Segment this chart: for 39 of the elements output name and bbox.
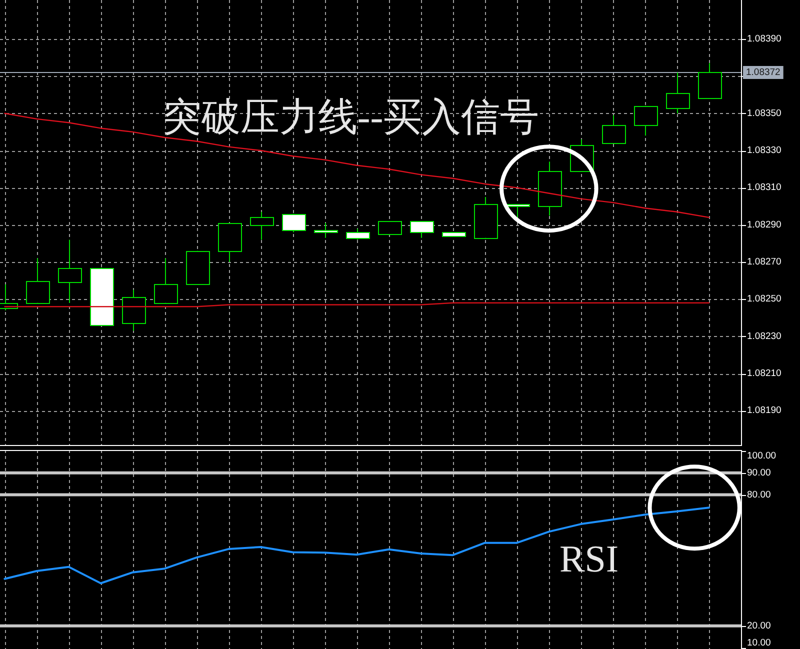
candlestick [506,204,530,218]
y-tick-label: 1.08190 [747,405,782,416]
y-tick-label: 20.00 [747,620,771,632]
candlestick [154,258,178,304]
y-tick-label: 1.08210 [747,368,782,380]
y-tick-label: 1.08230 [747,330,782,342]
y-tick-label: 1.08290 [747,219,782,230]
y-tick-label: 1.08330 [747,145,782,156]
candlestick [538,161,562,216]
y-tick-label: 90.00 [747,467,771,478]
ref-line-label: 1.08372 [746,66,780,78]
annotation: RSI [559,538,619,580]
y-tick-label: 1.08250 [747,294,782,305]
y-tick-label: 80.00 [747,489,771,500]
y-tick-label: 1.08390 [747,34,782,45]
y-tick-label: 1.08310 [747,182,782,194]
candlestick [666,72,690,114]
candlestick [90,267,114,326]
candlestick [634,105,658,136]
candlestick [122,289,146,332]
candlestick [314,222,338,238]
y-tick-label: 1.08270 [747,256,782,268]
candlestick [26,258,50,304]
candlestick [442,232,466,237]
candlestick [58,239,82,304]
y-tick-label: 1.08350 [747,108,782,119]
y-tick-label: 100.00 [747,450,776,462]
candlestick [250,211,274,240]
candlestick [218,222,242,263]
candlestick [474,196,498,239]
candlestick [346,228,370,240]
candlestick [282,213,306,233]
candlestick [186,250,210,285]
y-tick-label: 10.00 [747,638,771,648]
candlestick [602,114,626,144]
annotation: 突破压力线--买入信号 [162,96,540,140]
candlestick [698,62,722,99]
candlestick [410,220,434,238]
candlestick [378,220,402,235]
